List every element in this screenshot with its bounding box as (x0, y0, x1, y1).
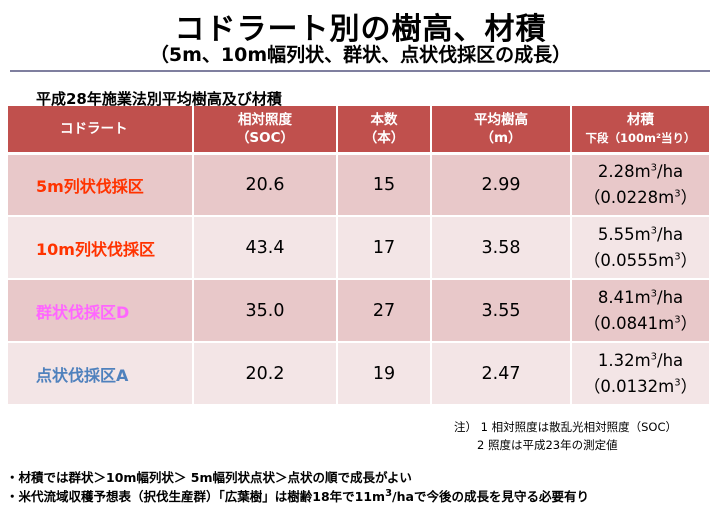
cell-soc: 35.0 (193, 279, 338, 343)
table-header-row: コドラート 相対照度 （SOC） 本数 （本） 平均樹高 （m） 材積 下段（100m²… (8, 106, 711, 155)
cell-height: 3.58 (431, 216, 572, 280)
page-subtitle: （5m、10m幅列状、群状、点状伐採区の成長） (149, 44, 572, 66)
footnote-2: 2 照度は平成23年の測定値 (477, 438, 618, 453)
cell-volume: 1.32m3/ha （0.0132m3） (571, 342, 711, 406)
table-row: 群状伐採区D 35.0 27 3.55 8.41m3/ha （0.0841m3） (8, 279, 711, 343)
cell-volume: 8.41m3/ha （0.0841m3） (571, 279, 711, 343)
summary-line-1: ・材積では群状＞10m幅列状＞ 5m幅列状点状＞点状の順で成長がよい (6, 470, 412, 485)
cell-height: 2.47 (431, 342, 572, 406)
cell-count: 17 (337, 216, 432, 280)
summary-notes: ・材積では群状＞10m幅列状＞ 5m幅列状点状＞点状の順で成長がよい ・米代流域… (6, 468, 589, 507)
header-volume: 材積 下段（100m²当り） (571, 106, 711, 155)
table-caption: 平成28年施業法別平均樹高及び材積 (36, 90, 282, 108)
cell-volume: 2.28m3/ha （0.0228m3） (571, 153, 711, 217)
page-title: コドラート別の樹高、材積 (174, 12, 547, 47)
cell-soc: 20.6 (193, 153, 338, 217)
title-divider (10, 70, 710, 72)
cell-count: 19 (337, 342, 432, 406)
footnote-1: 注） 1 相対照度は散乱光相対照度（SOC） (454, 420, 678, 434)
cell-height: 3.55 (431, 279, 572, 343)
cell-soc: 20.2 (193, 342, 338, 406)
table-row: 点状伐採区A 20.2 19 2.47 1.32m3/ha （0.0132m3） (8, 342, 711, 406)
cell-volume: 5.55m3/ha （0.0555m3） (571, 216, 711, 280)
cell-quadrat: 群状伐採区D (8, 279, 194, 343)
footnotes: 注） 1 相対照度は散乱光相対照度（SOC） 2 照度は平成23年の測定値 (454, 418, 677, 455)
cell-count: 27 (337, 279, 432, 343)
table-row: 10m列状伐採区 43.4 17 3.58 5.55m3/ha （0.0555m3） (8, 216, 711, 280)
cell-quadrat: 10m列状伐採区 (8, 216, 194, 280)
header-mean-height: 平均樹高 （m） (431, 106, 572, 155)
cell-soc: 43.4 (193, 216, 338, 280)
growth-table: コドラート 相対照度 （SOC） 本数 （本） 平均樹高 （m） 材積 下段（100m²… (8, 106, 711, 406)
cell-height: 2.99 (431, 153, 572, 217)
cell-quadrat: 5m列状伐採区 (8, 153, 194, 217)
cell-count: 15 (337, 153, 432, 217)
cell-quadrat: 点状伐採区A (8, 342, 194, 406)
table-row: 5m列状伐採区 20.6 15 2.99 2.28m3/ha （0.0228m3） (8, 153, 711, 217)
header-quadrat: コドラート (8, 106, 194, 155)
header-tree-count: 本数 （本） (337, 106, 432, 155)
summary-line-2: ・米代流域収穫予想表（択伐生産群）「広葉樹」は樹齢18年で11m3/haで今後の… (6, 488, 589, 505)
header-relative-illuminance: 相対照度 （SOC） (193, 106, 338, 155)
